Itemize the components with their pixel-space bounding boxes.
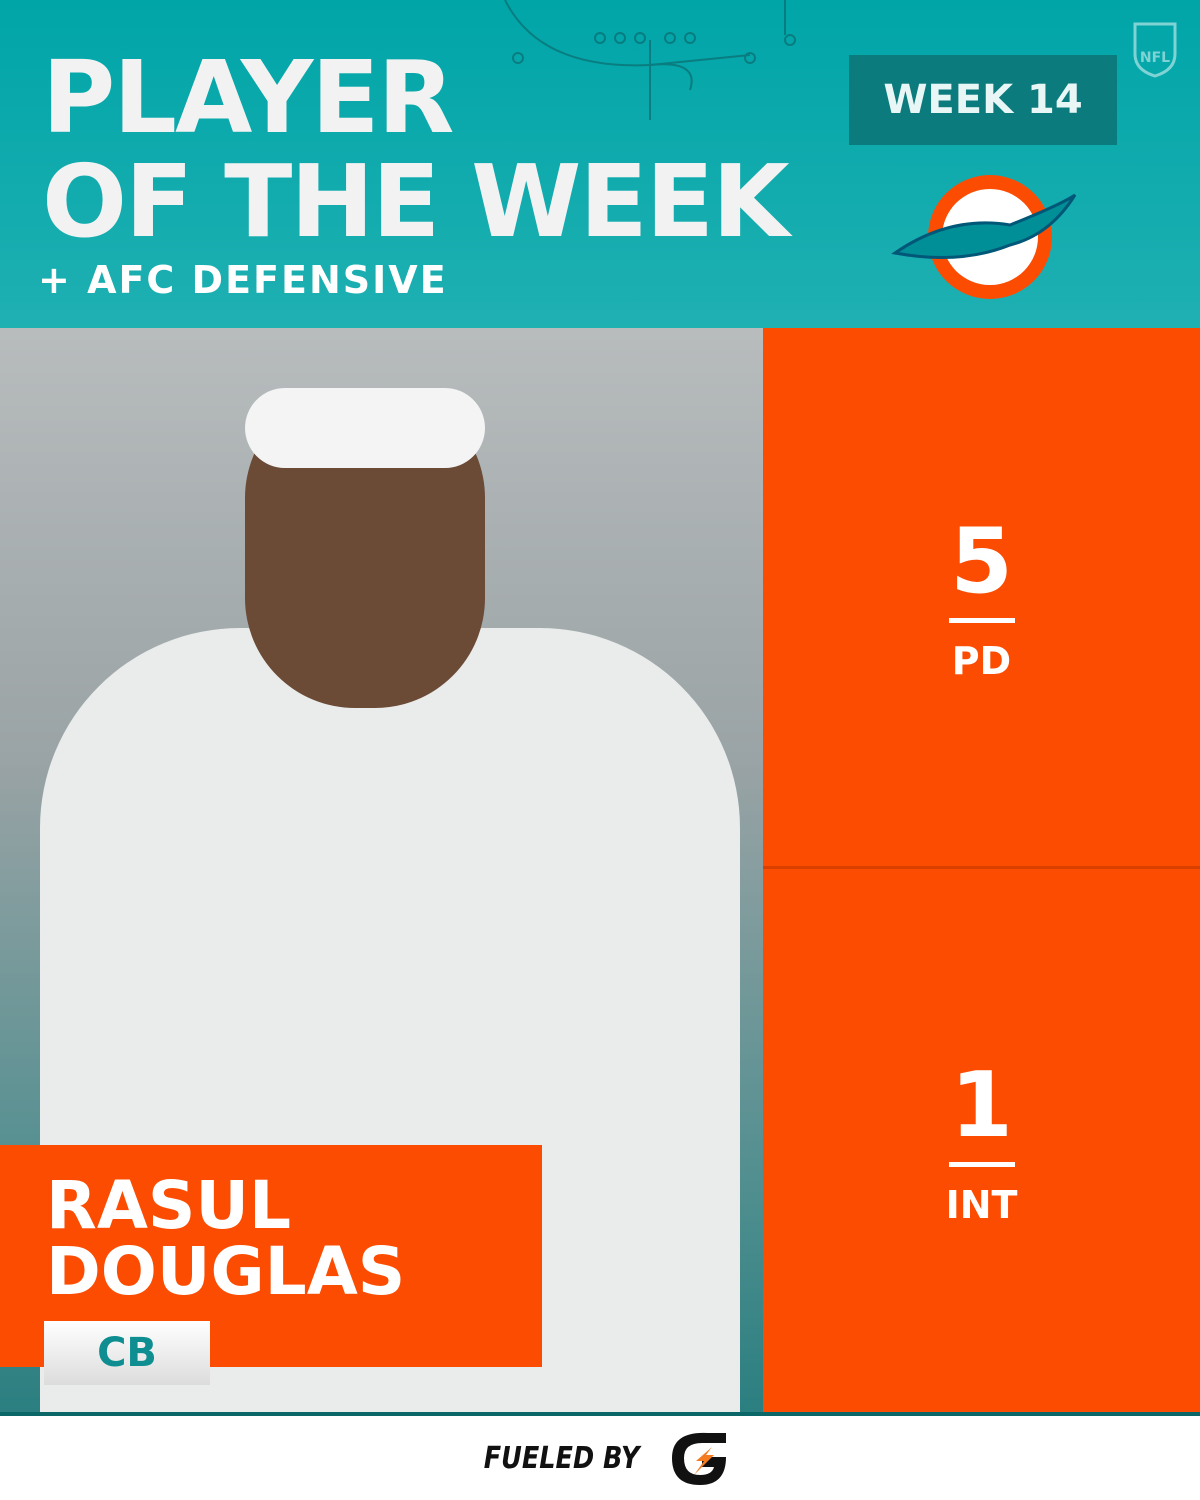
stat-label: PD [951,638,1012,683]
week-badge: WEEK 14 [849,55,1117,145]
fueled-by-text: FUELED BY [484,1440,640,1476]
subtitle: + AFC DEFENSIVE [38,258,448,302]
stat-interceptions: 1 INT [763,871,1200,1412]
stat-value: 5 [950,508,1013,614]
gatorade-logo-icon [671,1432,726,1485]
svg-text:NFL: NFL [1140,50,1170,66]
stat-value: 1 [950,1053,1013,1158]
player-last-name: DOUGLAS [46,1233,406,1310]
stat-divider [948,1162,1015,1167]
player-first-name: RASUL [46,1167,292,1244]
stat-label: INT [945,1183,1018,1227]
stats-panel: 5 PD 1 INT [763,328,1200,1412]
dolphins-logo-icon [891,175,1077,299]
stat-passes-defended: 5 PD [763,328,1200,869]
stat-divider [948,617,1015,623]
header: PLAYER OF THE WEEK + AFC DEFENSIVE WEEK … [0,0,1200,328]
title-line-1: PLAYER [42,39,455,156]
playbook-diagram-icon [504,0,796,120]
position-badge: CB [44,1321,210,1385]
headband [245,388,485,468]
footer: FUELED BY [0,1412,1200,1500]
nfl-shield-icon: NFL [1133,22,1177,78]
title-line-2: OF THE WEEK [42,143,790,260]
